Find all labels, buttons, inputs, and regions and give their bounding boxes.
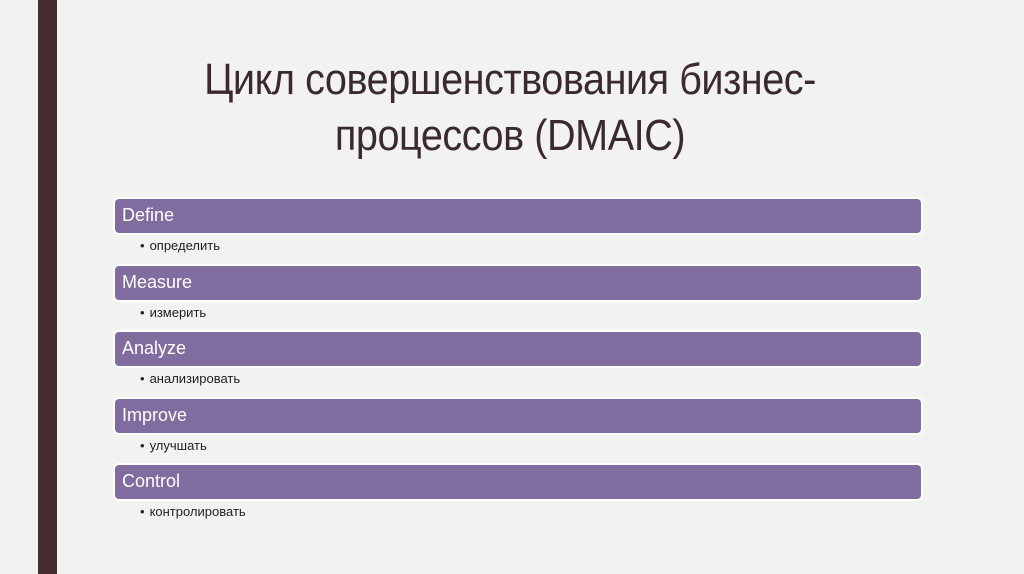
step-header-box: Improve [115,398,921,433]
list-item-measure: Measure • измерить [115,265,921,333]
decorative-side-bar [38,0,57,574]
step-header-box: Analyze [115,332,921,366]
step-description: • определить [140,237,220,255]
step-label: Define [122,205,175,225]
bullet-icon: • [140,504,145,519]
bullet-icon: • [140,437,145,453]
step-description: • измерить [140,304,206,322]
step-label: Improve [122,404,188,425]
dmaic-list: Define • определить Measure • измерить Ana… [115,199,921,532]
step-label: Analyze [122,338,187,358]
bullet-icon: • [140,304,145,320]
step-label: Measure [122,271,193,292]
list-item-improve: Improve • улучшать [115,398,921,466]
step-header-box: Measure [115,265,921,300]
step-description-text: улучшать [149,437,207,453]
slide-title: Цикл совершенствования бизнес-процессов … [204,55,816,160]
step-description-text: анализировать [149,371,241,386]
step-header-box: Control [115,465,921,499]
step-description: • улучшать [140,437,207,455]
step-description-text: определить [149,238,220,253]
bullet-icon: • [140,371,145,386]
step-label: Control [122,471,181,491]
step-description: • анализировать [140,370,240,388]
list-item-control: Control • контролировать [115,465,921,532]
step-description-text: измерить [149,304,207,320]
list-item-analyze: Analyze • анализировать [115,332,921,399]
list-item-define: Define • определить [115,199,921,266]
step-description-text: контролировать [149,504,246,519]
step-header-box: Define [115,199,921,233]
bullet-icon: • [140,238,145,253]
step-description: • контролировать [140,503,246,521]
